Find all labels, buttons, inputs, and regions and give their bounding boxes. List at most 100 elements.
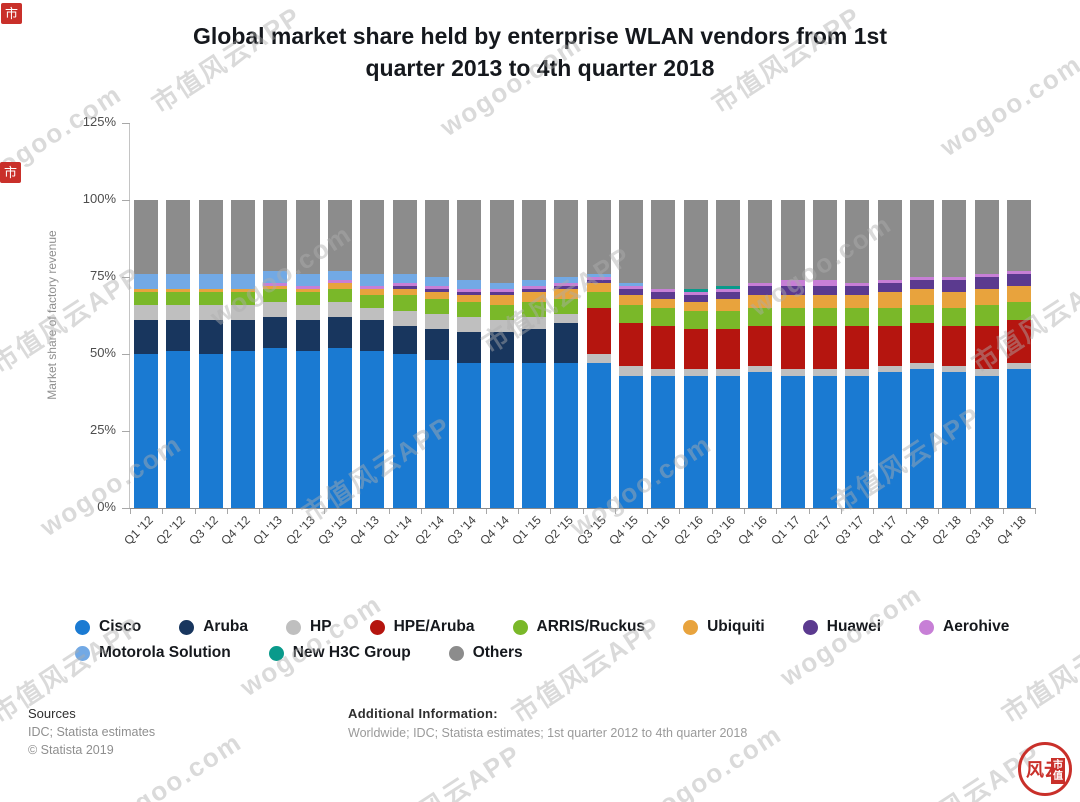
y-axis-tick xyxy=(122,277,130,278)
legend-label: Aruba xyxy=(203,618,249,635)
legend-color-icon xyxy=(268,645,284,661)
bar-segment-arris-ruckus xyxy=(618,304,643,324)
bar-segment-hp xyxy=(198,304,223,321)
bar-segment-ubiquiti xyxy=(360,289,385,296)
bar-segment-arris-ruckus xyxy=(231,292,256,305)
stacked-bar xyxy=(715,200,740,508)
bar-segment-hpe-aruba xyxy=(748,326,773,367)
bar-segment-ubiquiti xyxy=(231,289,256,293)
x-axis-tick xyxy=(873,509,875,514)
bar-segment-hp xyxy=(392,310,417,327)
sources-label: Sources xyxy=(28,706,76,721)
stacked-bar xyxy=(554,200,579,508)
bar-segment-arris-ruckus xyxy=(328,289,353,302)
legend-item-new-h3c-group: New H3C Group xyxy=(268,644,411,662)
legend-label: Huawei xyxy=(826,618,882,635)
bar-segment-aruba xyxy=(425,329,450,361)
bar-segment-huawei xyxy=(586,280,611,284)
legend-item-others: Others xyxy=(448,644,523,662)
bar-segment-cisco xyxy=(618,375,643,508)
bar-segment-others xyxy=(231,200,256,274)
bar-segment-huawei xyxy=(845,286,870,296)
x-axis-tick xyxy=(356,509,358,514)
legend-item-motorola-solution: Motorola Solution xyxy=(75,644,231,662)
bar-segment-hpe-aruba xyxy=(651,326,676,370)
bar-segment-aerohive xyxy=(651,289,676,293)
bar-segment-others xyxy=(425,200,450,277)
stacked-bar xyxy=(198,200,223,508)
legend-color-icon xyxy=(179,619,195,635)
stacked-bar xyxy=(974,200,999,508)
bar-segment-cisco xyxy=(974,375,999,508)
additional-information-text: Worldwide; IDC; Statista estimates; 1st … xyxy=(348,726,748,740)
chart-title-line2: quarter 2013 to 4th quarter 2018 xyxy=(365,55,715,81)
bar-segment-ubiquiti xyxy=(715,298,740,311)
bar-segment-motorola-solution xyxy=(586,273,611,277)
legend-row: Cisco Aruba HP HPE/Aruba ARRIS/Ruckus Ubiquit… xyxy=(75,618,1009,636)
bar-segment-motorola-solution xyxy=(198,273,223,290)
sources-block: Sources IDC; Statista estimates © Statis… xyxy=(28,706,155,757)
bar-segment-arris-ruckus xyxy=(651,307,676,327)
legend-item-arris-ruckus: ARRIS/Ruckus xyxy=(512,618,645,636)
bar-segment-ubiquiti xyxy=(618,295,643,305)
bar-segment-others xyxy=(909,200,934,277)
stacked-bar xyxy=(522,200,547,508)
bar-segment-arris-ruckus xyxy=(586,292,611,308)
stacked-bar xyxy=(877,200,902,508)
bar-segment-hpe-aruba xyxy=(618,323,643,367)
bar-segment-aerohive xyxy=(586,276,611,281)
bar-segment-aerohive xyxy=(392,283,417,287)
bar-segment-aruba xyxy=(392,326,417,354)
stacked-bar xyxy=(748,200,773,508)
bar-segment-others xyxy=(134,200,159,274)
bar-segment-hp xyxy=(683,369,708,376)
bar-segment-motorola-solution xyxy=(425,277,450,287)
bar-segment-aerohive xyxy=(295,286,320,290)
y-axis-tick xyxy=(122,200,130,201)
additional-information-block: Additional Information: Worldwide; IDC; … xyxy=(348,706,747,740)
legend-color-icon xyxy=(683,619,699,635)
bar-segment-new-h3c-group xyxy=(683,289,708,293)
legend-color-icon xyxy=(75,645,90,661)
legend-color-icon xyxy=(448,645,464,661)
bar-segment-others xyxy=(1006,200,1031,271)
bar-segment-cisco xyxy=(328,347,353,508)
bar-segment-others xyxy=(715,200,740,287)
stacked-bar xyxy=(392,200,417,508)
x-axis-tick xyxy=(1035,509,1036,514)
legend-color-icon xyxy=(369,619,385,635)
x-axis-tick xyxy=(550,509,552,514)
y-axis-tick-label: 125% xyxy=(82,114,116,129)
bar-segment-aerohive xyxy=(425,286,450,290)
bar-segment-aruba xyxy=(554,323,579,364)
x-axis-tick xyxy=(323,509,325,514)
bar-segment-others xyxy=(586,200,611,274)
bar-segment-hpe-aruba xyxy=(812,326,837,370)
bar-segment-others xyxy=(554,200,579,277)
bar-segment-hpe-aruba xyxy=(877,326,902,367)
bar-segment-hp xyxy=(942,366,967,373)
x-axis-tick xyxy=(614,509,616,514)
legend-label: New H3C Group xyxy=(292,644,411,661)
bar-segment-aerohive xyxy=(974,273,999,277)
bar-segment-arris-ruckus xyxy=(263,289,288,302)
bar-segment-others xyxy=(489,200,514,284)
bar-segment-huawei xyxy=(618,289,643,296)
bar-segment-huawei xyxy=(651,292,676,299)
bar-segment-aruba xyxy=(522,329,547,364)
x-axis-tick xyxy=(453,509,455,514)
bar-segment-huawei xyxy=(812,286,837,296)
bar-segment-arris-ruckus xyxy=(715,310,740,330)
bar-segment-hpe-aruba xyxy=(586,307,611,354)
bar-segment-cisco xyxy=(715,375,740,508)
y-axis-tick xyxy=(122,508,130,509)
bar-segment-aerohive xyxy=(942,277,967,281)
bar-segment-arris-ruckus xyxy=(166,292,191,305)
stacked-bar xyxy=(263,200,288,508)
legend-row: Motorola Solution New H3C Group Others xyxy=(75,644,1009,662)
bar-segment-cisco xyxy=(489,363,514,508)
x-axis-tick xyxy=(388,509,390,514)
bar-segment-arris-ruckus xyxy=(392,295,417,311)
y-axis-title: Market share of factory revenue xyxy=(45,230,59,400)
y-axis-line xyxy=(129,123,130,509)
